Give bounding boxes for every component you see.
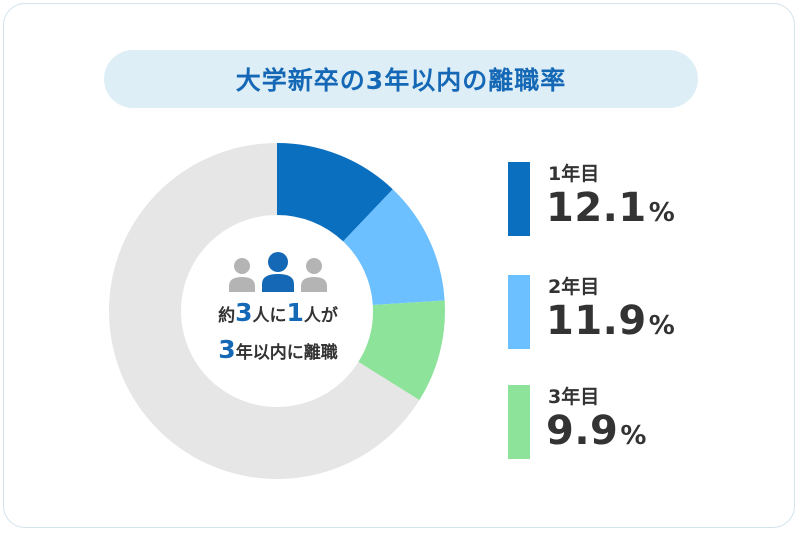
center-line-2: 3年以内に離職: [218, 335, 338, 364]
legend-value: 11.9%: [546, 298, 675, 344]
chart-title: 大学新卒の3年以内の離職率: [235, 66, 567, 95]
legend-swatch: [508, 385, 530, 459]
legend-value: 12.1%: [546, 185, 675, 231]
person-icon: [301, 258, 327, 292]
center-annotation: 約3人に1人が 3年以内に離職: [188, 296, 368, 370]
legend-label: 2年目: [548, 276, 600, 298]
donut-slice-2: [343, 189, 445, 305]
legend-value: 9.9%: [546, 408, 647, 454]
legend-swatch: [508, 275, 530, 349]
legend-label: 3年目: [548, 386, 600, 408]
legend-swatch: [508, 162, 530, 236]
donut-slice-remainder: [109, 143, 420, 480]
donut-slice-1: [277, 143, 393, 242]
person-icon: [229, 258, 255, 292]
title-banner: 大学新卒の3年以内の離職率: [104, 50, 698, 108]
center-line-1: 約3人に1人が: [218, 298, 338, 327]
donut-slice-3: [358, 300, 445, 401]
person-icon: [262, 252, 294, 292]
people-icons: [229, 252, 327, 292]
legend-label: 1年目: [548, 163, 600, 185]
